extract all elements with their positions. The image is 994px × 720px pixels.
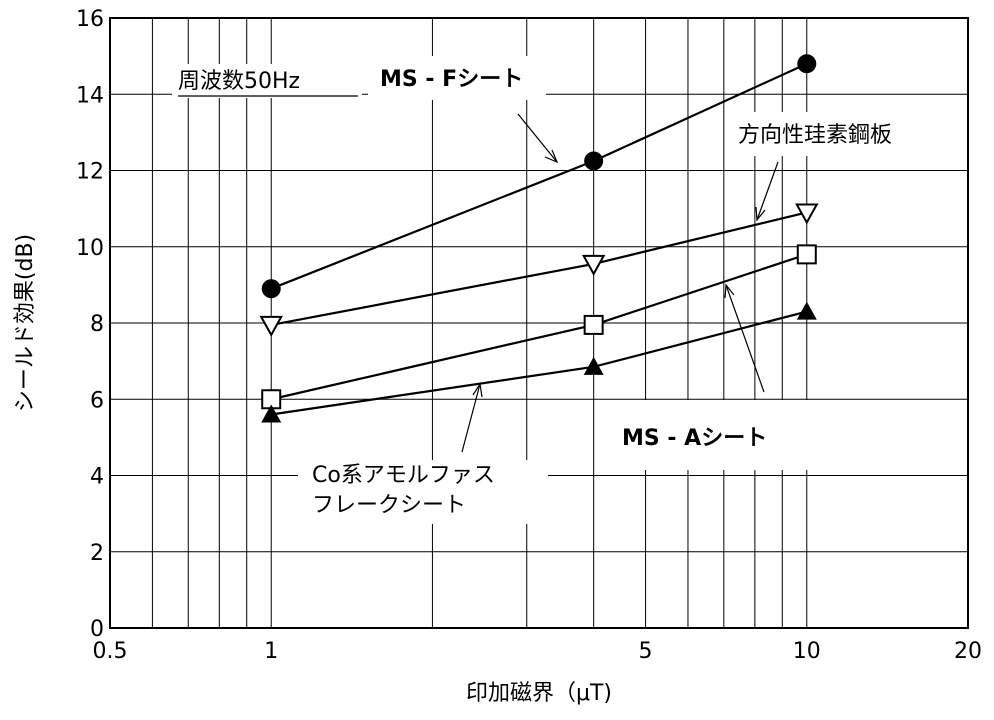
ms-a-arrow bbox=[725, 284, 765, 393]
ms-a-label-background bbox=[600, 400, 818, 470]
data-point-triangle-down bbox=[795, 203, 819, 225]
y-tick-label: 10 bbox=[76, 236, 104, 261]
y-tick-label: 0 bbox=[90, 617, 104, 642]
series-1 bbox=[259, 203, 819, 337]
plot-frame bbox=[109, 17, 969, 629]
ms-f-sheet-label: MS - Fシート bbox=[380, 67, 523, 92]
co-amorphous-label-line-2: フレークシート bbox=[312, 493, 466, 518]
x-tick-label: 5 bbox=[639, 639, 653, 664]
co-amorphous-arrow bbox=[461, 383, 481, 453]
grid bbox=[110, 18, 968, 628]
data-point-circle bbox=[797, 54, 817, 74]
ms-a-arrow-head bbox=[724, 283, 735, 299]
y-axis-ticks: 0 2 4 6 8 10 12 14 16 bbox=[76, 7, 104, 642]
x-tick-label: 10 bbox=[793, 639, 821, 664]
silicon-steel-arrow-head bbox=[755, 206, 766, 222]
data-point-triangle-up bbox=[796, 301, 817, 320]
data-point-square bbox=[583, 314, 604, 335]
data-point-circle bbox=[261, 279, 281, 299]
y-tick-label: 14 bbox=[76, 83, 104, 108]
y-tick-label: 2 bbox=[90, 541, 104, 566]
co-amorphous-arrow-head bbox=[472, 382, 483, 398]
x-axis-ticks: 0.5 1 5 10 20 bbox=[93, 639, 983, 664]
silicon-steel-arrow bbox=[756, 161, 779, 221]
series-3 bbox=[261, 301, 817, 423]
grain-oriented-silicon-steel-label: 方向性珪素鋼板 bbox=[738, 123, 892, 148]
y-tick-label: 16 bbox=[76, 7, 104, 32]
series-line bbox=[271, 211, 808, 326]
ms-a-sheet-label: MS - Aシート bbox=[622, 426, 767, 451]
data-point-triangle-down bbox=[581, 254, 606, 276]
data-point-triangle-down bbox=[259, 315, 283, 337]
data-point-triangle-up bbox=[261, 404, 282, 423]
x-tick-label: 20 bbox=[954, 639, 982, 664]
silicon-steel-label-background bbox=[730, 112, 948, 156]
note-background bbox=[172, 64, 362, 98]
frequency-note: 周波数50Hz bbox=[178, 69, 300, 94]
data-point-circle bbox=[584, 151, 604, 171]
y-tick-label: 8 bbox=[90, 312, 104, 337]
y-tick-label: 12 bbox=[76, 160, 104, 185]
series bbox=[259, 54, 819, 423]
data-point-triangle-up bbox=[583, 356, 604, 375]
ms-f-arrow-head bbox=[544, 149, 559, 164]
data-point-square bbox=[796, 244, 817, 265]
co-amorphous-label-line-1: Co系アモルファス bbox=[312, 463, 495, 488]
series-0 bbox=[261, 54, 817, 299]
x-axis-label: 印加磁界（μT) bbox=[466, 681, 612, 706]
y-tick-label: 6 bbox=[90, 388, 104, 413]
co-amorphous-label-background bbox=[298, 460, 548, 524]
ms-f-arrow bbox=[517, 113, 558, 163]
y-axis-label: シールド効果(dB) bbox=[13, 234, 38, 412]
x-tick-label: 0.5 bbox=[93, 639, 128, 664]
ms-f-label-background bbox=[368, 56, 546, 100]
y-tick-label: 4 bbox=[90, 465, 104, 490]
series-line bbox=[270, 253, 808, 401]
annotations: 周波数50Hz MS - Fシート 方向性珪素鋼板 MS - Aシート Co系ア… bbox=[172, 56, 948, 524]
series-2 bbox=[261, 244, 817, 410]
x-tick-label: 1 bbox=[264, 639, 278, 664]
